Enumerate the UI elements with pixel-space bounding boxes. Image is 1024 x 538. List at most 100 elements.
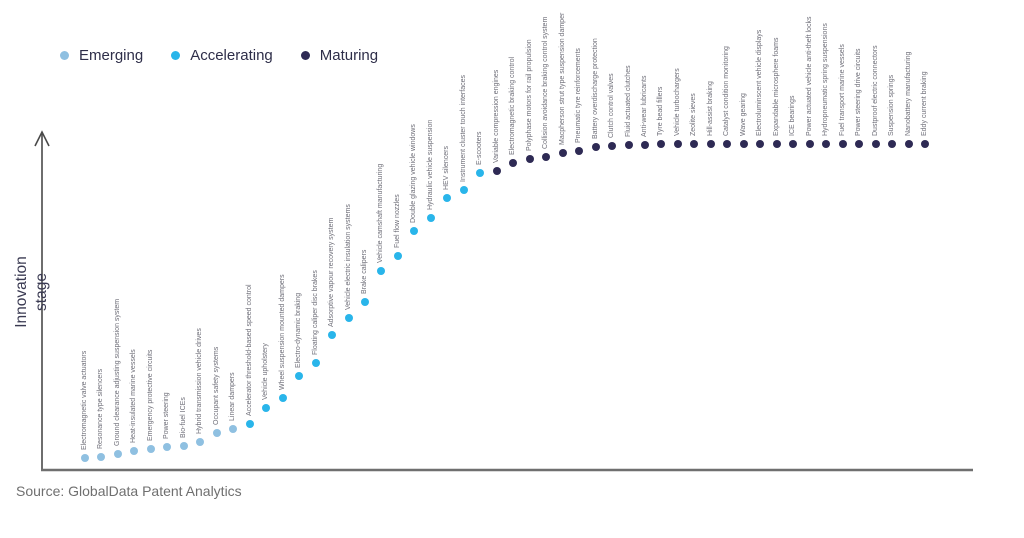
data-point: [640, 140, 649, 149]
data-point: [888, 140, 897, 148]
legend-item-emerging: Emerging: [60, 47, 143, 64]
data-point-label: Occupant safety systems: [212, 346, 220, 426]
data-point-label: Vehicle upholstery: [262, 343, 270, 401]
emerging-dot-icon: [60, 51, 69, 60]
data-point: [723, 140, 732, 148]
data-point-label: Instrument cluster touch interfaces: [459, 74, 467, 182]
data-point-label: Eddy current braking: [920, 71, 928, 136]
data-point: [591, 142, 600, 151]
data-point-label: Electromagnetic valve actuators: [81, 350, 88, 450]
legend-label: Maturing: [319, 47, 379, 64]
data-point-label: Power actuated vehicle anti-theft locks: [805, 16, 813, 136]
data-point-label: E-scooters: [476, 131, 484, 165]
data-point: [278, 393, 287, 402]
data-point: [624, 140, 633, 149]
data-point-label: Accelerator threshold-based speed contro…: [245, 284, 253, 417]
data-point-label: Hybrid transmission vehicle drives: [196, 328, 204, 434]
data-point-label: Vehicle turbochargers: [673, 68, 681, 136]
data-point: [262, 404, 271, 413]
data-point: [245, 420, 254, 429]
data-point: [328, 331, 337, 340]
source-note: Source: GlobalData Patent Analytics: [16, 483, 242, 499]
data-point-label: Power steering drive circuits: [855, 48, 863, 136]
data-point-label: Collision avoidance braking control syst…: [542, 16, 550, 150]
data-point: [822, 140, 831, 148]
data-point-label: Adsorptive vapour recovery system: [328, 217, 336, 328]
data-point-label: Catalyst condition monitoring: [723, 46, 731, 136]
data-point: [97, 452, 106, 461]
data-point: [459, 185, 468, 194]
data-point-label: Hill-assist braking: [706, 81, 714, 136]
data-point: [476, 169, 485, 177]
data-point: [179, 441, 188, 450]
legend-label: Emerging: [79, 47, 144, 64]
data-point: [311, 359, 320, 368]
data-point: [344, 314, 353, 323]
data-point-label: Tyre bead fillers: [657, 86, 665, 136]
data-point-label: Power steering: [163, 392, 171, 439]
data-point-label: Fluid actuated clutches: [624, 65, 632, 137]
data-point-label: Wave gearing: [739, 93, 747, 136]
data-point: [608, 141, 617, 150]
data-point-label: Variable compression engines: [492, 69, 500, 164]
data-point-label: Ground clearance adjusting suspension sy…: [113, 298, 121, 447]
data-point: [509, 158, 518, 167]
data-point: [130, 447, 139, 456]
data-point: [146, 445, 155, 454]
data-point-label: Clutch control valves: [608, 73, 616, 138]
accelerating-dot-icon: [171, 51, 181, 60]
data-point-label: Resonance type silencers: [97, 368, 105, 449]
data-point-label: Vehicle electric insulation systems: [344, 204, 352, 311]
data-point: [690, 140, 699, 148]
y-axis-arrow-icon: [34, 130, 50, 147]
data-point: [163, 442, 172, 451]
data-point: [196, 437, 205, 446]
data-point: [756, 140, 765, 148]
data-point: [229, 424, 238, 433]
data-point-label: Hydraulic vehicle suspension: [426, 119, 434, 210]
data-point: [113, 450, 122, 459]
data-point: [212, 429, 221, 438]
data-point-label: Polyphase motors for rail propulsion: [525, 39, 533, 151]
data-point-label: Pneumatic tyre reinforcements: [575, 47, 583, 143]
data-point: [492, 167, 501, 176]
y-axis-title: Innovation stage: [13, 256, 50, 328]
data-point: [871, 140, 880, 148]
data-point-label: Heat-insulated marine vessels: [130, 349, 138, 444]
data-point: [393, 252, 402, 261]
data-point-label: HEV silencers: [443, 146, 451, 191]
data-point: [805, 140, 814, 148]
data-point: [295, 372, 304, 381]
data-point-label: Nanobattery manufacturing: [904, 51, 912, 136]
data-point-label: Fuel transport marine vessels: [838, 44, 846, 136]
data-point-label: Bio-fuel ICEs: [179, 397, 187, 438]
data-point-label: ICE bearings: [789, 95, 797, 136]
legend-label: Accelerating: [190, 47, 273, 64]
legend: Emerging Accelerating Maturing: [60, 47, 378, 64]
data-point: [377, 267, 386, 276]
data-point-label: Brake calipers: [360, 249, 368, 295]
data-point: [739, 140, 748, 148]
data-point-label: Linear dampers: [229, 372, 237, 421]
data-point-label: Macpherson strut type suspension damper: [558, 12, 566, 146]
legend-item-maturing: Maturing: [300, 47, 379, 64]
data-point: [558, 149, 567, 158]
data-point-label: Dustproof electric connectors: [871, 45, 879, 136]
data-point-label: Battery overdischarge protection: [591, 38, 599, 139]
data-point-label: Floating caliper disc brakes: [311, 270, 319, 356]
data-point-label: Zeolite sieves: [690, 93, 698, 136]
data-point: [360, 298, 369, 307]
data-point: [81, 453, 89, 462]
data-point-label: Anti-wear lubricants: [640, 75, 648, 137]
data-point: [657, 140, 666, 148]
data-point-label: Vehicle camshaft manufacturing: [377, 163, 385, 264]
data-point-label: Hydropneumatic spring suspensions: [822, 23, 830, 136]
data-point-label: Expandable microsphere foams: [772, 37, 780, 136]
legend-item-accelerating: Accelerating: [171, 47, 273, 64]
data-point-label: Electro-dynamic braking: [295, 293, 303, 369]
data-point-label: Fuel flow nozzles: [393, 194, 401, 249]
data-point: [575, 146, 584, 155]
data-point: [525, 154, 534, 163]
